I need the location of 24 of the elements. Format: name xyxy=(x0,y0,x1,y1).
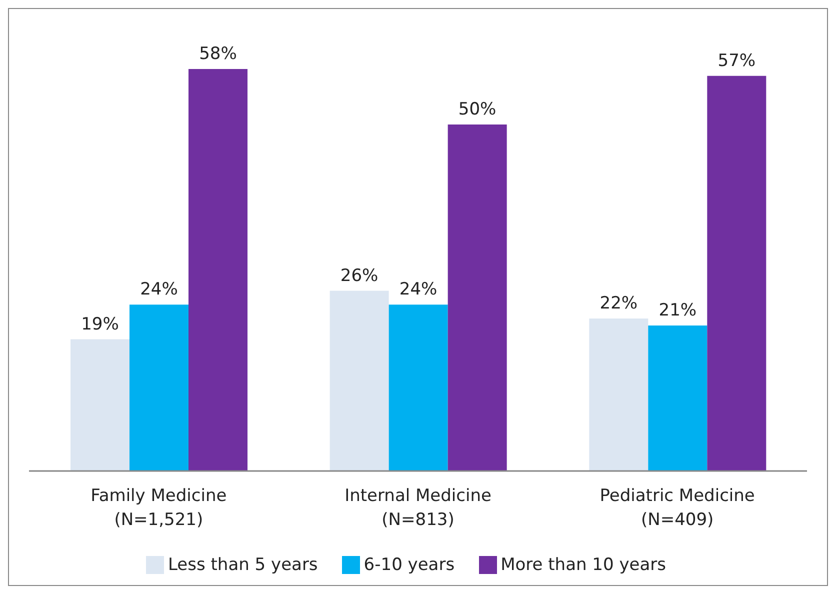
bar xyxy=(448,124,507,471)
data-label: 24% xyxy=(140,280,178,300)
data-label: 21% xyxy=(658,300,697,320)
bar xyxy=(388,304,448,471)
bar xyxy=(70,339,130,471)
legend-label: More than 10 years xyxy=(500,555,666,575)
x-tick-label: Family Medicine (N=1,521) xyxy=(90,486,227,530)
legend-label: Less than 5 years xyxy=(168,555,318,575)
data-label: 19% xyxy=(81,314,119,334)
bar xyxy=(707,76,766,471)
data-label: 24% xyxy=(399,280,438,300)
data-label: 50% xyxy=(458,99,496,120)
x-tick-label: Pediatric Medicine (N=409) xyxy=(600,486,755,530)
bar xyxy=(129,304,188,471)
legend-label: 6-10 years xyxy=(364,555,455,575)
data-label: 57% xyxy=(718,50,756,71)
bar xyxy=(648,325,708,471)
bar xyxy=(188,69,248,471)
data-label: 58% xyxy=(199,44,237,64)
bar xyxy=(330,290,389,471)
bar xyxy=(589,318,648,471)
data-label: 22% xyxy=(600,294,638,314)
data-label: 26% xyxy=(340,266,378,286)
x-tick-label: Internal Medicine (N=813) xyxy=(344,486,492,530)
